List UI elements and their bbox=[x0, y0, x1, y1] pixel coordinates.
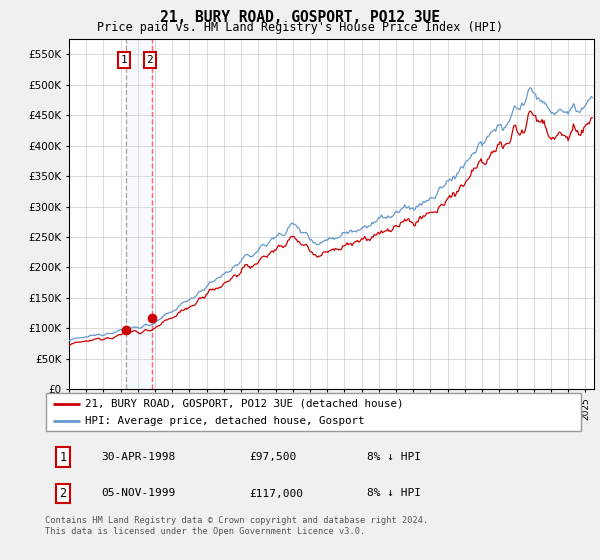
Bar bbox=[127, 39, 152, 389]
Text: £117,000: £117,000 bbox=[249, 488, 303, 498]
Text: HPI: Average price, detached house, Gosport: HPI: Average price, detached house, Gosp… bbox=[85, 416, 365, 426]
Text: Price paid vs. HM Land Registry's House Price Index (HPI): Price paid vs. HM Land Registry's House … bbox=[97, 21, 503, 34]
Text: £97,500: £97,500 bbox=[249, 452, 296, 462]
Text: 05-NOV-1999: 05-NOV-1999 bbox=[101, 488, 176, 498]
Text: Contains HM Land Registry data © Crown copyright and database right 2024.
This d: Contains HM Land Registry data © Crown c… bbox=[45, 516, 428, 536]
Text: 1: 1 bbox=[121, 55, 127, 65]
Text: 8% ↓ HPI: 8% ↓ HPI bbox=[367, 452, 421, 462]
FancyBboxPatch shape bbox=[46, 393, 581, 431]
Text: 30-APR-1998: 30-APR-1998 bbox=[101, 452, 176, 462]
Text: 2: 2 bbox=[146, 55, 153, 65]
Text: 21, BURY ROAD, GOSPORT, PO12 3UE (detached house): 21, BURY ROAD, GOSPORT, PO12 3UE (detach… bbox=[85, 399, 404, 409]
Text: 1: 1 bbox=[59, 451, 66, 464]
Text: 2: 2 bbox=[59, 487, 66, 500]
Text: 8% ↓ HPI: 8% ↓ HPI bbox=[367, 488, 421, 498]
Text: 21, BURY ROAD, GOSPORT, PO12 3UE: 21, BURY ROAD, GOSPORT, PO12 3UE bbox=[160, 10, 440, 25]
